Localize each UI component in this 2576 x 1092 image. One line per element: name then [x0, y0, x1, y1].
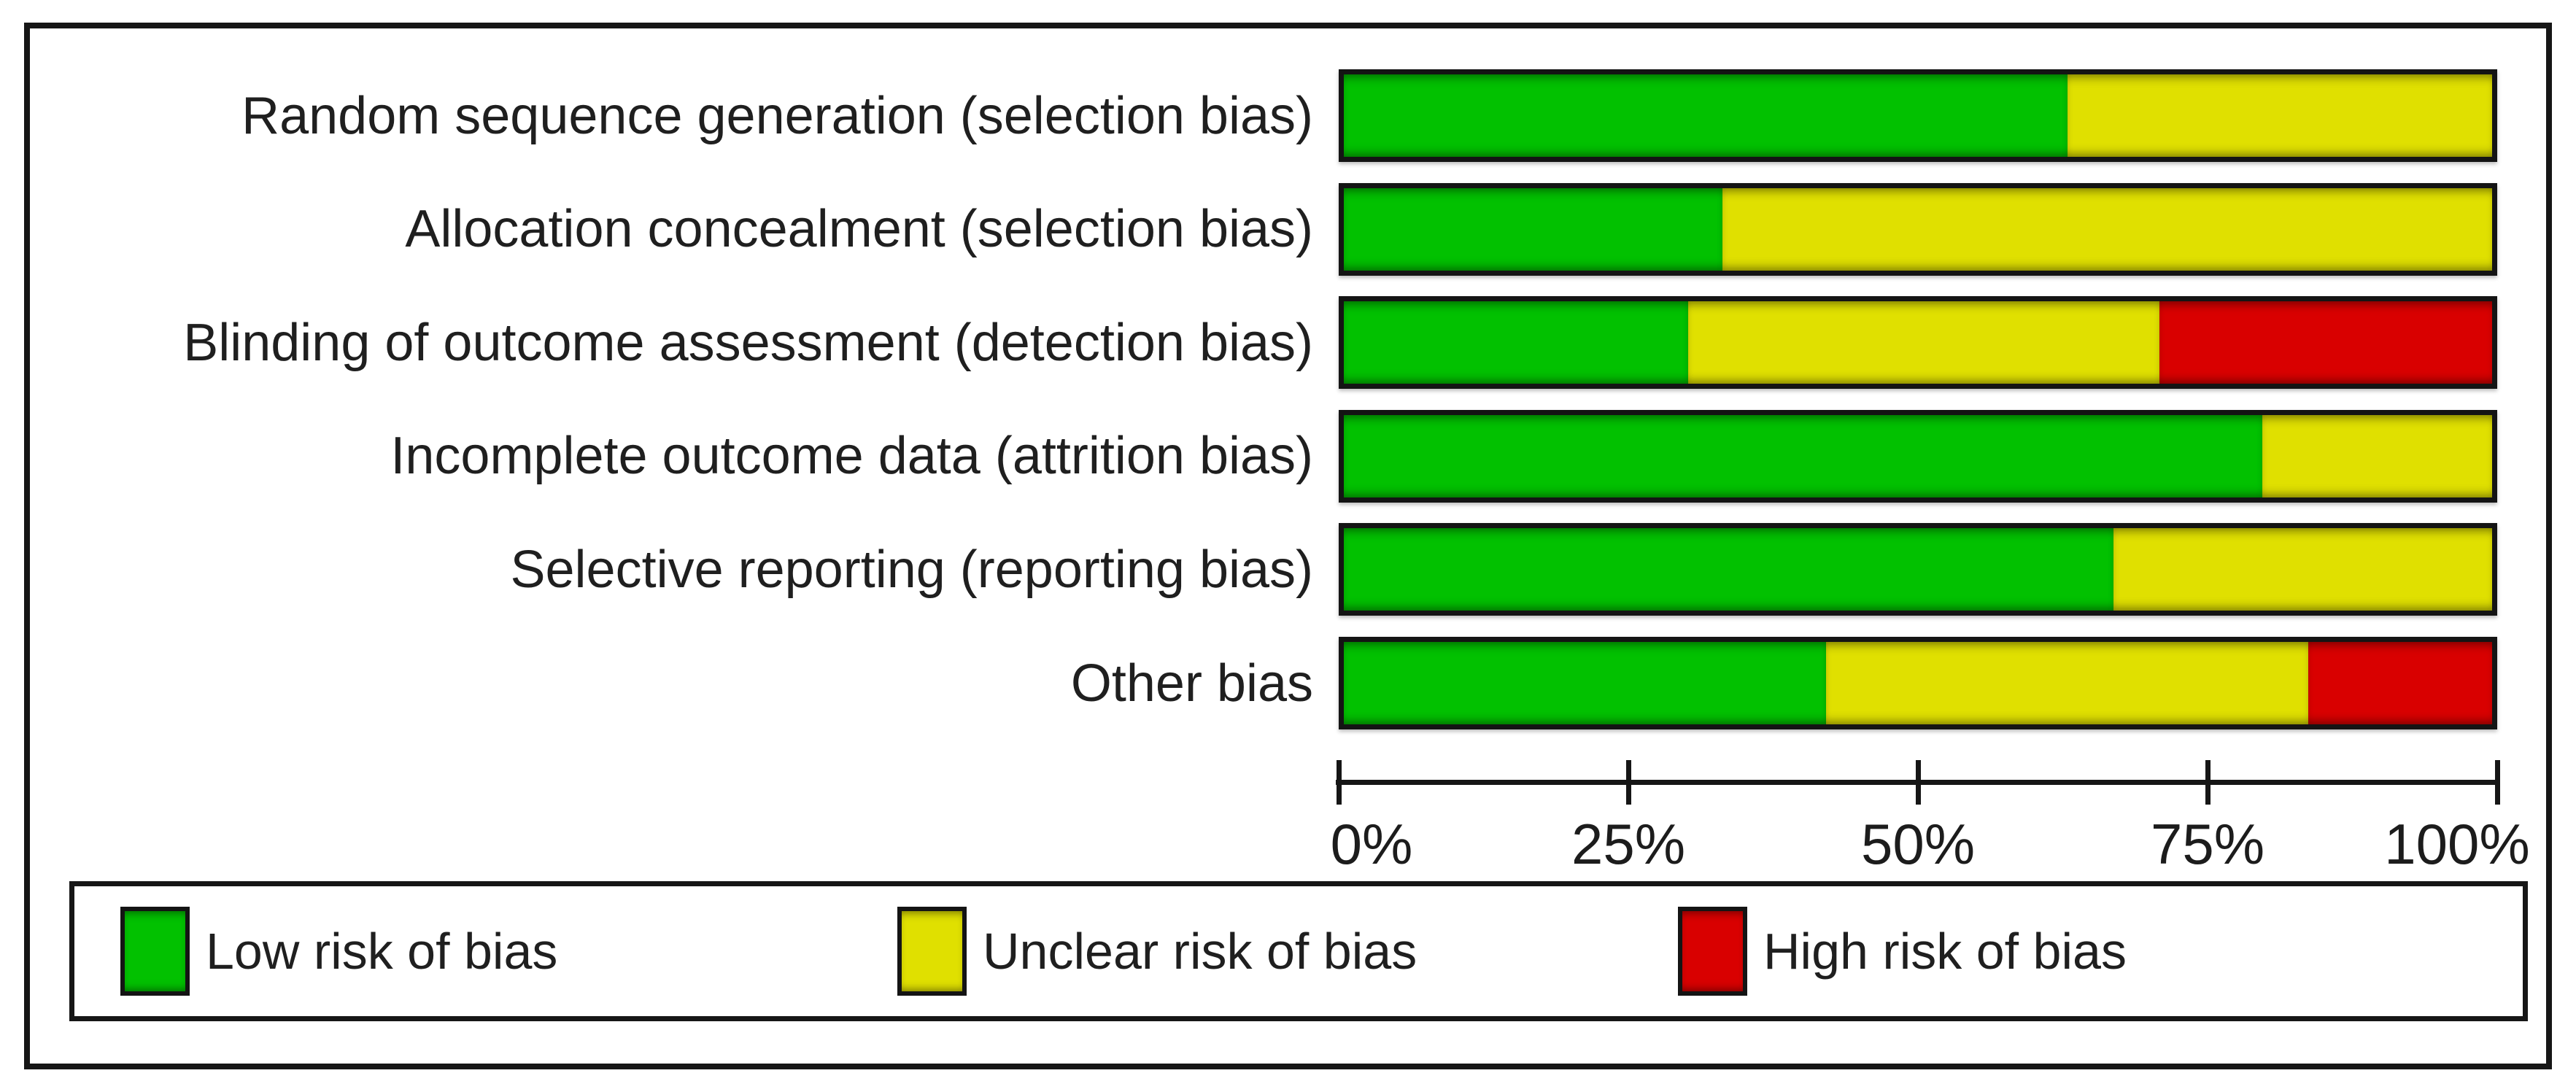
bar-segment-unclear-risk — [1688, 301, 2159, 384]
category-label: Other bias — [1070, 654, 1313, 713]
axis-tick — [1336, 760, 1342, 805]
stacked-bar — [1339, 296, 2497, 390]
stacked-bar — [1339, 69, 2497, 162]
bar-segment-high-risk — [2159, 301, 2492, 384]
bar-segment-low-risk — [1344, 528, 2113, 611]
stacked-bar — [1339, 409, 2497, 503]
category-label: Blinding of outcome assessment (detectio… — [183, 313, 1313, 372]
axis-tick-label: 25% — [1571, 812, 1686, 876]
high-risk-swatch-icon — [1678, 907, 1747, 996]
axis-tick — [2494, 760, 2500, 805]
legend-entry-low-risk: Low risk of bias — [120, 886, 557, 1016]
bar-segment-unclear-risk — [1722, 187, 2492, 271]
bar-segment-unclear-risk — [2113, 528, 2492, 611]
category-label: Selective reporting (reporting bias) — [510, 540, 1313, 599]
bar-segment-unclear-risk — [2262, 414, 2492, 497]
axis-tick-label: 100% — [2384, 812, 2530, 876]
legend-label: Unclear risk of bias — [983, 923, 1417, 980]
axis-tick-label: 0% — [1330, 812, 1413, 876]
low-risk-swatch-icon — [120, 907, 190, 996]
stacked-bar — [1339, 182, 2497, 276]
bar-segment-low-risk — [1344, 187, 1723, 271]
bar-segment-low-risk — [1344, 74, 2068, 157]
bar-segment-unclear-risk — [2067, 74, 2492, 157]
legend-entry-high-risk: High risk of bias — [1678, 886, 2127, 1016]
category-label: Incomplete outcome data (attrition bias) — [390, 427, 1313, 486]
axis-tick — [2205, 760, 2211, 805]
stacked-bar — [1339, 523, 2497, 616]
bar-segment-high-risk — [2308, 642, 2492, 724]
category-label: Random sequence generation (selection bi… — [241, 86, 1313, 145]
legend-label: Low risk of bias — [206, 923, 558, 980]
bar-segment-low-risk — [1344, 642, 1827, 724]
bar-segment-unclear-risk — [1826, 642, 2309, 724]
category-label: Allocation concealment (selection bias) — [405, 200, 1313, 259]
bar-segment-low-risk — [1344, 414, 2263, 497]
legend-label: High risk of bias — [1763, 923, 2127, 980]
unclear-risk-swatch-icon — [897, 907, 967, 996]
legend: Low risk of bias Unclear risk of bias High… — [69, 881, 2528, 1021]
axis-tick — [1625, 760, 1631, 805]
bar-segment-low-risk — [1344, 301, 1689, 384]
axis-tick — [1915, 760, 1921, 805]
axis-tick-label: 50% — [1860, 812, 1976, 876]
axis-tick-label: 75% — [2150, 812, 2265, 876]
stacked-bar — [1339, 637, 2497, 729]
legend-entry-unclear-risk: Unclear risk of bias — [897, 886, 1417, 1016]
